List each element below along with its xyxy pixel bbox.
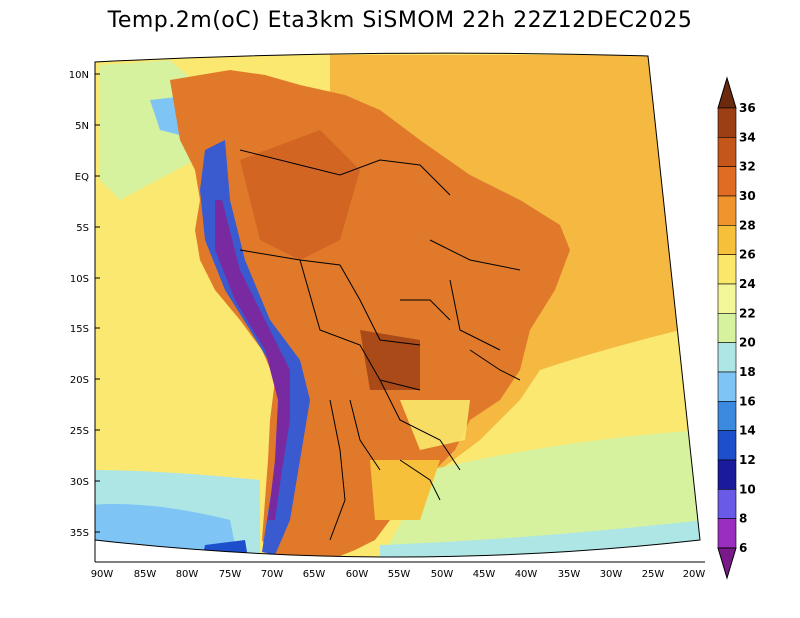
southeast-mild-area <box>400 400 470 450</box>
lon-tick-label: 40W <box>515 569 538 580</box>
colorbar-label: 36 <box>739 101 756 115</box>
colorbar-segment <box>717 195 737 226</box>
colorbar-segment <box>717 401 737 431</box>
colorbar-segment <box>717 137 737 167</box>
lat-tick-label: 30S <box>70 477 89 488</box>
lon-tick-label: 35W <box>558 569 581 580</box>
colorbar-label: 28 <box>739 218 756 232</box>
colorbar-label: 34 <box>739 130 756 144</box>
colorbar-segment <box>717 107 737 138</box>
lon-tick-label: 60W <box>346 569 369 580</box>
colorbar-segment <box>717 342 737 373</box>
lat-tick-label: 5S <box>76 223 89 234</box>
colorbar-segment <box>717 371 737 402</box>
latitude-labels: 10N 5N EQ 5S 10S 15S 20S 25S 30S 35S <box>69 70 89 539</box>
lon-tick-label: 20W <box>683 569 706 580</box>
lon-tick-label: 30W <box>600 569 623 580</box>
colorbar-segment <box>717 459 737 490</box>
lat-tick-label: 10N <box>69 70 89 81</box>
lat-tick-label: 10S <box>70 274 89 285</box>
south-atlantic-cool <box>380 430 700 557</box>
andes-very-cold-strip <box>215 200 290 520</box>
lat-tick-label: 5N <box>75 121 89 132</box>
colorbar-top-arrow <box>717 76 737 109</box>
lon-tick-label: 50W <box>431 569 454 580</box>
lon-tick-label: 45W <box>473 569 496 580</box>
lat-tick-label: 15S <box>70 324 89 335</box>
colorbar-label: 14 <box>739 424 756 438</box>
colorbar-segment <box>717 430 737 461</box>
longitude-axis: 90W 85W 80W 75W 70W 65W 60W 55W 50W 45W … <box>91 561 706 580</box>
colorbar-label: 12 <box>739 453 756 467</box>
colorbar-label: 8 <box>739 512 747 526</box>
map-domain <box>95 53 700 557</box>
south-atlantic-cold <box>380 520 700 557</box>
colorbar-label: 26 <box>739 248 756 262</box>
colorbar-segment <box>717 313 737 343</box>
lon-tick-label: 90W <box>91 569 114 580</box>
pantanal-hot-area <box>360 330 420 390</box>
colorbar-label: 10 <box>739 482 756 496</box>
colorbar: 36 34 32 30 28 26 24 22 20 18 16 14 12 10 8 6 <box>717 76 756 580</box>
lat-tick-label: EQ <box>75 172 89 183</box>
colorbar-segment <box>717 489 737 519</box>
colorbar-label: 24 <box>739 277 756 291</box>
lat-tick-label: 20S <box>70 375 89 386</box>
lon-tick-label: 80W <box>176 569 199 580</box>
colorbar-label: 6 <box>739 541 747 555</box>
latitude-axis: 10N 5N EQ 5S 10S 15S 20S 25S 30S 35S <box>69 62 100 562</box>
map-title: Temp.2m(oC) Eta3km SiSMOM 22h 22Z12DEC20… <box>107 8 693 33</box>
colorbar-segment <box>717 518 737 549</box>
colorbar-label: 32 <box>739 160 756 174</box>
lon-tick-label: 70W <box>261 569 284 580</box>
lat-tick-label: 35S <box>70 528 89 539</box>
colorbar-segment <box>717 283 737 314</box>
amazon-hot-area <box>240 130 360 260</box>
lon-tick-label: 65W <box>303 569 326 580</box>
longitude-labels: 90W 85W 80W 75W 70W 65W 60W 55W 50W 45W … <box>91 569 706 580</box>
lon-tick-label: 25W <box>642 569 665 580</box>
colorbar-label: 16 <box>739 394 756 408</box>
colorbar-segment <box>717 225 737 255</box>
colorbar-label: 20 <box>739 336 756 350</box>
colorbar-segment <box>717 254 737 285</box>
country-borders <box>239 149 521 541</box>
colorbar-label: 18 <box>739 365 756 379</box>
colorbar-label: 30 <box>739 189 756 203</box>
lat-tick-label: 25S <box>70 426 89 437</box>
lon-tick-label: 85W <box>134 569 157 580</box>
colorbar-label: 22 <box>739 306 756 320</box>
colorbar-segment <box>717 166 737 197</box>
lon-tick-label: 55W <box>388 569 411 580</box>
colorbar-bottom-arrow <box>717 547 737 580</box>
map-frame <box>94 52 701 558</box>
lon-tick-label: 75W <box>219 569 242 580</box>
